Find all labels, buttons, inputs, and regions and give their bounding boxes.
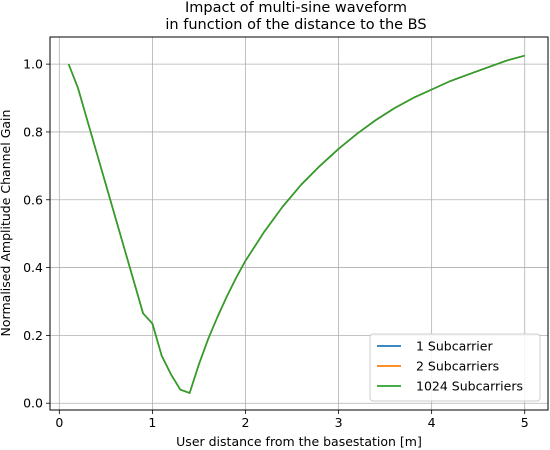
x-axis-label: User distance from the basestation [m] [176, 434, 422, 449]
y-tick-label: 0.0 [23, 396, 43, 411]
x-tick-label: 3 [335, 415, 343, 430]
y-tick-label: 0.8 [23, 124, 43, 139]
legend-label: 1 Subcarrier [416, 339, 493, 354]
series-layer [67, 54, 525, 394]
y-axis: 0.0 0.2 0.4 0.6 0.8 1.0 [23, 57, 50, 411]
y-tick-label: 1.0 [23, 57, 43, 72]
x-axis: 0 1 2 3 4 5 [55, 410, 529, 430]
grid [50, 37, 548, 410]
y-axis-label: Normalised Amplitude Channel Gain [0, 110, 13, 337]
y-tick-label: 0.6 [23, 192, 43, 207]
legend-label: 2 Subcarriers [416, 359, 499, 374]
legend-box [369, 333, 541, 402]
y-tick-label: 0.4 [23, 260, 43, 275]
legend: 1 Subcarrier 2 Subcarriers 1024 Subcarrier… [369, 333, 541, 402]
x-tick-label: 1 [148, 415, 156, 430]
series-line-3 [67, 54, 525, 394]
plot-frame [49, 36, 549, 411]
legend-label: 1024 Subcarriers [416, 379, 523, 394]
chart-title-line-1: Impact of multi-sine waveform [185, 0, 407, 16]
x-tick-label: 4 [428, 415, 436, 430]
x-tick-label: 5 [521, 415, 529, 430]
y-tick-label: 0.2 [23, 328, 43, 343]
chart-title-line-2: in function of the distance to the BS [165, 17, 426, 33]
x-tick-label: 0 [55, 415, 63, 430]
x-tick-label: 2 [242, 415, 250, 430]
